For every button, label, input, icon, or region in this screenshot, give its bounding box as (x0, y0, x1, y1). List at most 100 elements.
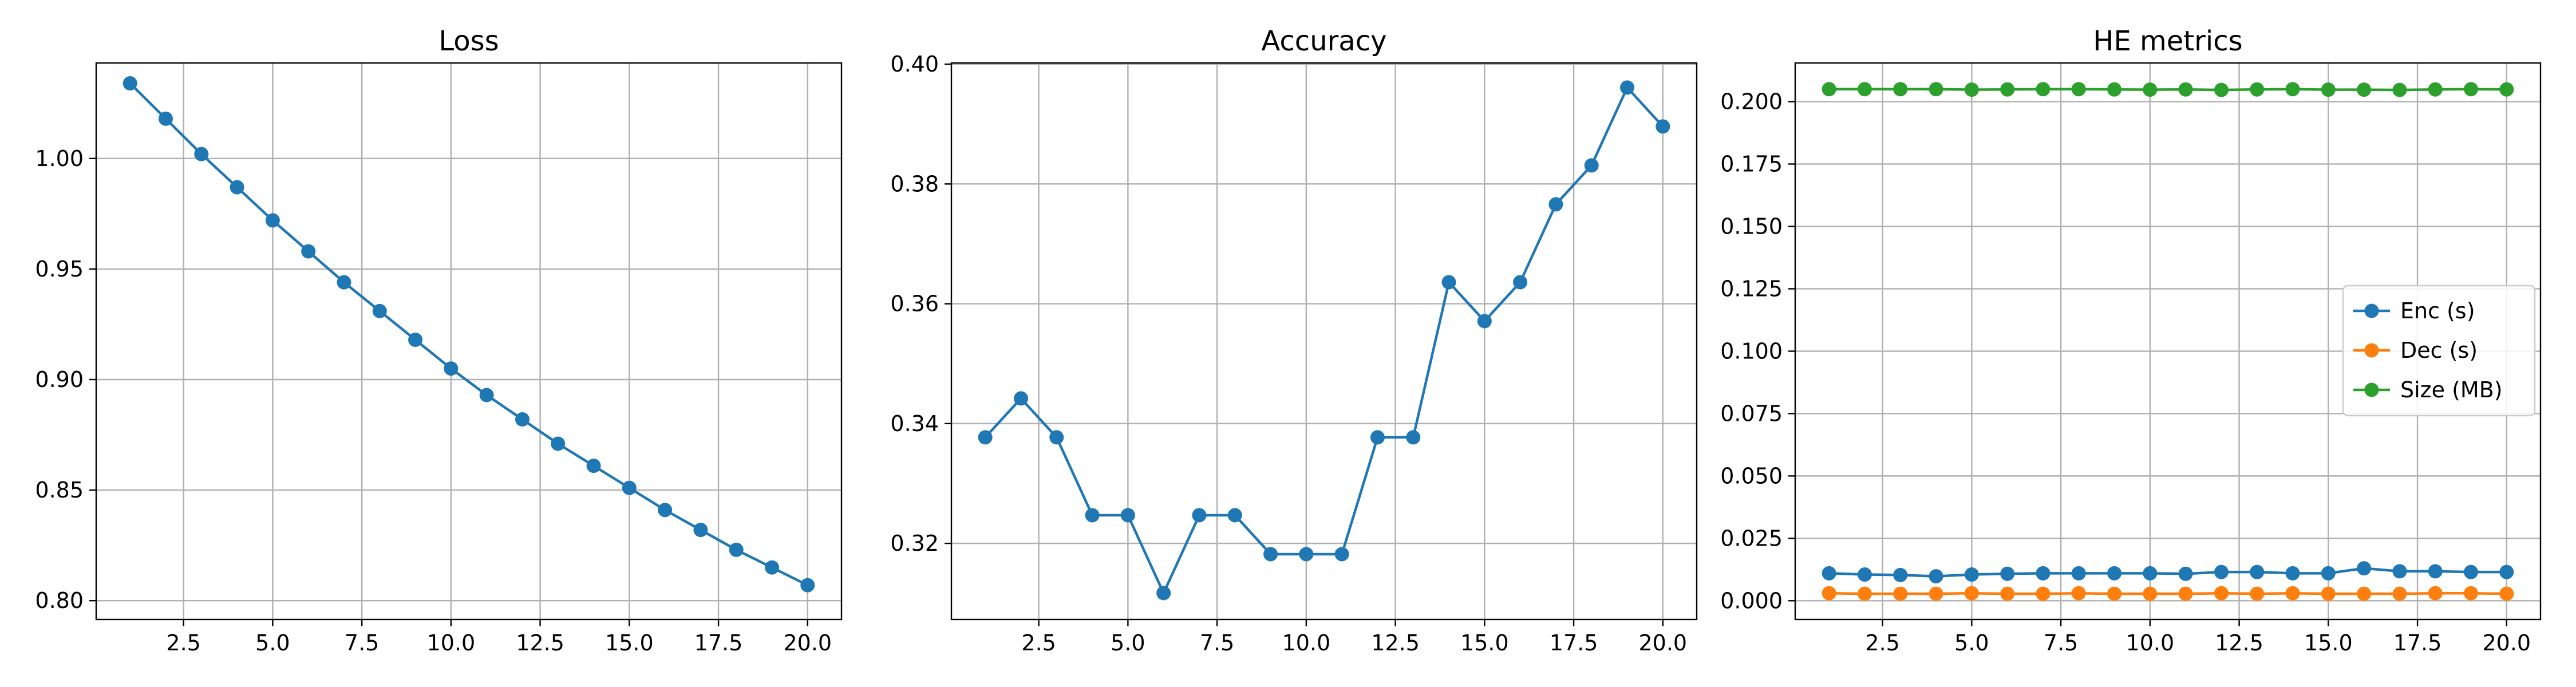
y-tick-label: 0.40 (890, 52, 939, 77)
x-tick-label: 15.0 (1460, 630, 1509, 656)
y-tick-label: 0.150 (1720, 214, 1783, 239)
loss-series-0-point (622, 480, 637, 495)
x-tick-label: 12.5 (516, 630, 564, 656)
he-metrics-series-2-point (2178, 82, 2193, 97)
loss-series-0-point (408, 332, 423, 347)
he-metrics-series-1-point (2143, 586, 2158, 601)
x-tick-label: 2.5 (166, 630, 200, 656)
accuracy-series-0-point (1192, 508, 1207, 523)
he-metrics-series-0-point (2321, 566, 2336, 581)
he-metrics-series-0-point (2036, 566, 2050, 581)
he-metrics-series-2-point (1929, 82, 1943, 97)
accuracy-series-0-point (1548, 197, 1563, 212)
x-tick-label: 5.0 (1954, 630, 1989, 656)
loss-series-0-point (301, 244, 316, 259)
accuracy-series-0-point (1263, 547, 1278, 562)
y-tick-label: 0.34 (890, 411, 939, 436)
accuracy-title: Accuracy (1261, 25, 1386, 57)
he-metrics-series-0-point (2071, 566, 2086, 581)
legend-entry-label: Enc (s) (2400, 298, 2475, 323)
x-tick-label: 20.0 (784, 630, 832, 656)
loss-series-0-point (586, 459, 601, 473)
y-tick-label: 0.85 (35, 477, 84, 503)
y-tick-label: 0.175 (1720, 152, 1783, 177)
he-metrics-series-0-point (1822, 566, 1836, 581)
he-metrics-series-1-point (2321, 586, 2336, 601)
he-metrics-series-0-point (2285, 566, 2300, 581)
x-tick-label: 12.5 (1371, 630, 1420, 656)
he-metrics-series-1-point (2464, 586, 2479, 601)
he-metrics-series-1-point (2285, 586, 2300, 601)
he-metrics-series-2-point (2250, 82, 2265, 97)
he-metrics-series-2-point (2392, 82, 2407, 97)
loss-series-0-point (765, 560, 780, 575)
y-tick-label: 0.000 (1720, 588, 1783, 613)
he-metrics-series-2-point (1857, 82, 1872, 97)
he-metrics-series-0-point (2250, 564, 2265, 579)
y-tick-label: 0.200 (1720, 89, 1783, 114)
accuracy-series-0-point (1049, 430, 1064, 445)
he-metrics-series-0-point (2392, 564, 2407, 579)
y-tick-label: 0.125 (1720, 276, 1783, 301)
x-tick-label: 17.5 (2393, 630, 2442, 656)
y-tick-label: 0.025 (1720, 526, 1783, 551)
y-tick-label: 0.90 (35, 367, 84, 392)
accuracy-series-0-point (1156, 586, 1171, 601)
x-tick-label: 17.5 (694, 630, 743, 656)
x-tick-label: 2.5 (1021, 630, 1056, 656)
loss-series-0-point (230, 180, 244, 195)
x-tick-label: 15.0 (605, 630, 654, 656)
he-metrics-series-0-point (1929, 569, 1943, 584)
he-metrics-series-1-point (2178, 586, 2193, 601)
he-metrics-series-2-point (2071, 82, 2086, 97)
he-metrics-series-2-point (2036, 82, 2050, 97)
accuracy-series-0-point (1620, 80, 1635, 95)
loss-series-0-point (658, 503, 673, 518)
he-metrics-series-2-point (1964, 82, 1979, 97)
legend: Enc (s) Dec (s) Size (MB) (2342, 285, 2536, 417)
x-tick-label: 10.0 (2126, 630, 2175, 656)
loss-series-0-point (372, 303, 387, 318)
legend-swatch-marker (2364, 303, 2379, 318)
he-metrics-series-2-point (2143, 82, 2158, 97)
he-metrics-series-2-point (1893, 82, 1908, 97)
accuracy-series-0-point (1120, 508, 1135, 523)
he-metrics-series-0-point (2000, 566, 2015, 581)
y-tick-label: 0.075 (1720, 401, 1783, 426)
he-metrics-series-1-point (1857, 586, 1872, 601)
loss-series-0-point (123, 76, 137, 91)
loss-series-0-point (444, 361, 459, 376)
he-metrics-series-1-point (2392, 586, 2407, 601)
accuracy-series-0-point (1477, 314, 1492, 329)
loss-series-0-point (479, 388, 494, 402)
axes-frame (1794, 62, 2542, 621)
x-tick-label: 20.0 (2483, 630, 2531, 656)
he-metrics-series-0-point (1893, 567, 1908, 582)
he-metrics-series-1-point (2000, 586, 2015, 601)
y-tick-label: 0.38 (890, 171, 939, 196)
x-tick-label: 17.5 (1550, 630, 1598, 656)
y-tick-label: 0.100 (1720, 338, 1783, 364)
he-metrics-series-1-point (1893, 586, 1908, 601)
loss-series-0-point (265, 213, 280, 228)
y-tick-label: 0.95 (35, 256, 84, 282)
x-tick-label: 10.0 (427, 630, 476, 656)
he-metrics-panel: 2.5 5.0 7.5 10.0 12.5 15.0 17.5 20.0 0.000 0.025 0… (1720, 25, 2542, 656)
axes-frame (95, 62, 843, 621)
he-metrics-series-1-point (2357, 586, 2372, 601)
he-metrics-series-1-point (2107, 586, 2122, 601)
he-metrics-title: HE metrics (2093, 25, 2242, 57)
he-metrics-series-1-point (2036, 586, 2050, 601)
loss-series-0-point (515, 412, 530, 427)
he-metrics-series-2-point (1822, 82, 1836, 97)
loss-panel: 2.5 5.0 7.5 10.0 12.5 15.0 17.5 20.0 0.80 0.85 0.9… (35, 25, 843, 656)
y-tick-label: 0.32 (890, 531, 939, 556)
legend-swatch-marker (2364, 343, 2379, 358)
he-metrics-series-2-point (2321, 82, 2336, 97)
accuracy-series-0-point (978, 430, 993, 445)
loss-series-0-point (158, 111, 173, 126)
he-metrics-series-2-point (2464, 82, 2479, 97)
x-tick-label: 7.5 (1200, 630, 1234, 656)
x-tick-label: 12.5 (2215, 630, 2263, 656)
x-tick-label: 15.0 (2304, 630, 2353, 656)
